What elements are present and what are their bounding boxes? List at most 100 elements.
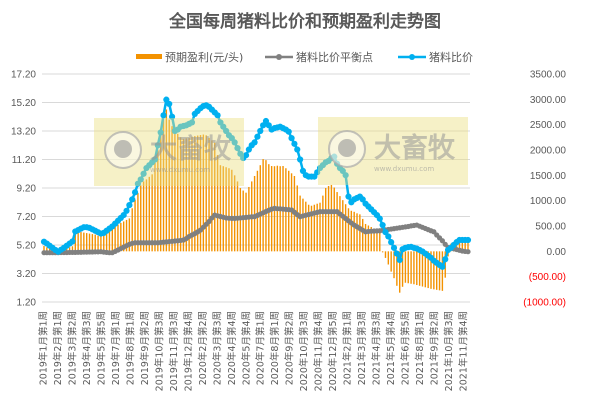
profit-bar <box>222 166 224 252</box>
legend-marker-balance <box>276 54 282 60</box>
ratio-point <box>390 244 398 251</box>
profit-bar <box>103 234 105 252</box>
profit-bar <box>438 251 441 291</box>
profit-bar <box>353 211 355 252</box>
profit-bar <box>242 190 244 252</box>
left-tick-label: 15.20 <box>11 98 36 109</box>
profit-bar <box>83 232 85 252</box>
profit-bar <box>191 136 193 252</box>
x-tick-label: 2021年2月第1周 <box>342 311 354 385</box>
ratio-point <box>69 238 76 245</box>
profit-bar <box>202 134 205 252</box>
profit-bar <box>330 184 333 252</box>
ratio-point <box>294 146 301 153</box>
profit-bar <box>111 228 113 252</box>
profit-bar <box>231 169 233 252</box>
profit-bar <box>407 251 409 284</box>
ratio-point <box>385 233 392 240</box>
ratio-point <box>166 100 173 108</box>
watermark-brand: 大畜牧 <box>150 133 232 165</box>
right-tick-label: 3000.00 <box>530 95 567 106</box>
profit-bar <box>384 251 387 258</box>
ratio-point <box>257 127 264 135</box>
profit-bar <box>387 251 390 265</box>
profit-bar <box>117 224 119 252</box>
profit-bar <box>188 137 190 252</box>
profit-bar <box>256 170 259 252</box>
profit-bar <box>46 247 48 252</box>
x-tick-label: 2020年4月第4周 <box>226 311 238 385</box>
profit-bar <box>140 185 142 252</box>
profit-bar <box>68 247 71 252</box>
profit-bar <box>444 251 446 278</box>
profit-bar <box>114 226 116 252</box>
profit-bar <box>393 251 395 279</box>
profit-bar <box>455 241 458 252</box>
balance-point <box>465 249 471 255</box>
profit-bar <box>105 232 108 252</box>
profit-bar <box>325 188 327 252</box>
profit-bar <box>396 251 398 286</box>
ratio-point <box>376 215 383 222</box>
watermark-logo-eye-icon <box>114 140 132 158</box>
profit-bar <box>339 196 341 252</box>
profit-bar <box>333 187 335 252</box>
legend-label-balance: 猪料比价平衡点 <box>296 50 373 64</box>
profit-bar <box>199 135 202 252</box>
profit-bar <box>185 138 187 252</box>
watermark-logo-icon <box>104 131 142 169</box>
profit-bar <box>205 135 207 252</box>
x-tick-label: 2019年9月第2周 <box>139 311 151 385</box>
profit-bar <box>430 251 432 289</box>
x-tick-label: 2021年6月第5周 <box>400 311 412 385</box>
ratio-point <box>439 263 446 270</box>
profit-bar <box>413 251 415 285</box>
profit-bar <box>441 251 444 291</box>
x-tick-label: 2021年4月第3周 <box>371 311 383 385</box>
legend-label-ratio: 猪料比价 <box>429 50 473 64</box>
right-tick-label: (500.00) <box>529 272 566 283</box>
ratio-lines <box>40 96 472 270</box>
ratio-point <box>331 153 338 160</box>
x-tick-label: 2021年5月第4周 <box>385 311 397 385</box>
profit-bar <box>313 204 316 252</box>
ratio-point <box>251 139 258 146</box>
profit-bar <box>404 251 407 283</box>
profit-bar <box>390 251 392 272</box>
chart-title: 全国每周猪料比价和预期盈利走势图 <box>168 11 441 32</box>
profit-bar <box>467 242 469 252</box>
profit-bar <box>211 140 213 252</box>
watermark-url: www.dxumu.com <box>374 165 434 173</box>
right-tick-label: 1500.00 <box>530 171 567 182</box>
x-tick-label: 2021年10月第3周 <box>443 311 455 391</box>
ratio-point <box>231 139 238 146</box>
profit-bar <box>421 251 424 287</box>
x-tick-label: 2020年7月第1周 <box>255 311 267 385</box>
ratio-point <box>396 256 403 264</box>
ratio-point <box>297 156 304 163</box>
profit-bar <box>253 175 256 252</box>
profit-bar <box>228 168 230 252</box>
profit-bar <box>265 160 267 252</box>
left-tick-label: 17.20 <box>11 70 36 81</box>
profit-bar <box>208 137 210 252</box>
ratio-point <box>291 140 298 147</box>
profit-bar <box>194 136 196 252</box>
left-tick-label: 7.20 <box>17 212 37 223</box>
left-tick-label: 1.20 <box>17 298 37 309</box>
profit-bar <box>137 193 139 252</box>
right-tick-label: 2500.00 <box>530 120 567 131</box>
profit-bar <box>401 251 404 287</box>
balance-point <box>439 238 445 244</box>
profit-bar <box>219 165 222 252</box>
profit-bar <box>327 185 330 252</box>
profit-bar <box>196 135 199 252</box>
profit-bar <box>162 119 165 252</box>
profit-bar <box>66 248 68 252</box>
ratio-point <box>140 170 147 177</box>
profit-bar <box>94 234 96 252</box>
profit-bar <box>296 185 298 252</box>
profit-bar <box>322 195 324 252</box>
profit-bar <box>418 251 421 286</box>
profit-bar <box>233 175 236 252</box>
